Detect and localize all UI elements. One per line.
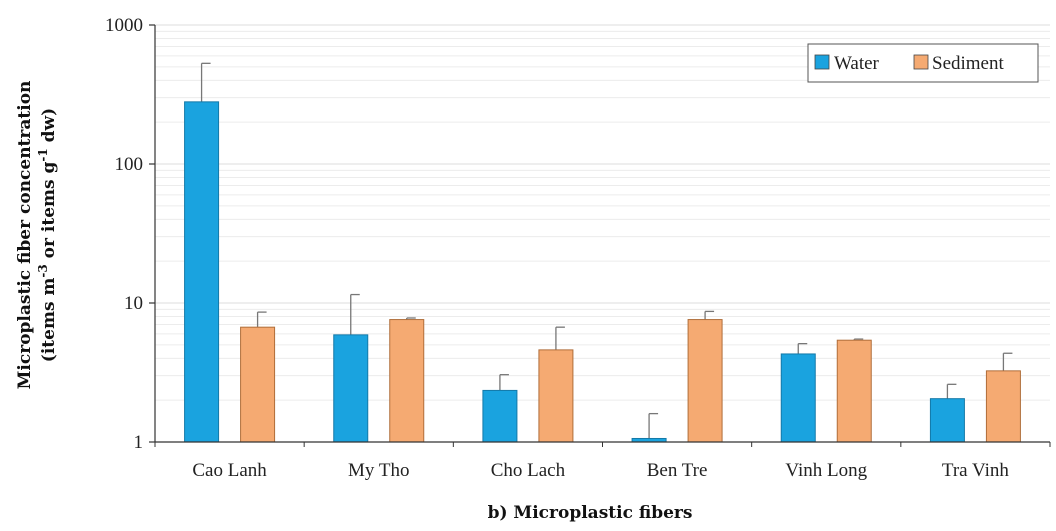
x-tick-label: My Tho: [348, 460, 409, 481]
x-axis-title: b) Microplastic fibers: [488, 503, 693, 523]
x-tick-label: Vinh Long: [785, 460, 867, 481]
legend-swatch-sediment: [913, 54, 929, 70]
y-tick-label: 100: [115, 154, 144, 175]
bar-sediment: [687, 319, 723, 443]
axes: [154, 25, 1050, 443]
x-tick-label: Cho Lach: [491, 460, 566, 481]
y-axis-title-part1: (items m: [39, 278, 59, 363]
y-axis-title-part3: dw): [39, 108, 59, 148]
y-axis-title-sup1: -3: [36, 264, 50, 277]
legend: Water Sediment: [807, 43, 1039, 83]
bar-water: [333, 334, 369, 443]
y-ticks: 1 10 100 1000: [105, 15, 155, 453]
bar-water: [780, 353, 816, 443]
bar-sediment: [538, 349, 574, 443]
y-tick-label: 10: [124, 293, 143, 314]
y-axis-title-part2: or items g: [39, 161, 59, 264]
bar-sediment: [240, 326, 276, 443]
bar-sediment: [836, 339, 872, 443]
x-tick-label: Ben Tre: [647, 460, 708, 481]
y-axis-title-line1: Microplastic fiber concentration: [15, 81, 35, 390]
svg-text:Microplastic fiber concentrati: Microplastic fiber concentration: [15, 81, 35, 390]
x-tick-label: Cao Lanh: [192, 460, 267, 481]
bars: [184, 62, 1021, 443]
legend-label-water: Water: [834, 53, 880, 74]
y-axis-title-sup2: -1: [36, 148, 50, 161]
y-axis-title: Microplastic fiber concentration (items …: [15, 81, 59, 390]
bar-sediment: [389, 319, 425, 443]
legend-swatch-water: [814, 54, 830, 70]
x-tick-label: Tra Vinh: [942, 460, 1009, 481]
y-tick-label: 1000: [105, 15, 143, 36]
bar-water: [482, 389, 518, 443]
x-ticks: Cao Lanh My Tho Cho Lach Ben Tre Vinh Long Tr…: [154, 442, 1051, 481]
bar-water: [929, 398, 965, 443]
bar-sediment: [985, 370, 1021, 443]
legend-label-sediment: Sediment: [932, 53, 1004, 74]
y-tick-label: 1: [134, 432, 144, 453]
bar-water: [184, 101, 220, 443]
svg-text:(items m-3 or items g-1 dw): (items m-3 or items g-1 dw): [36, 108, 59, 362]
